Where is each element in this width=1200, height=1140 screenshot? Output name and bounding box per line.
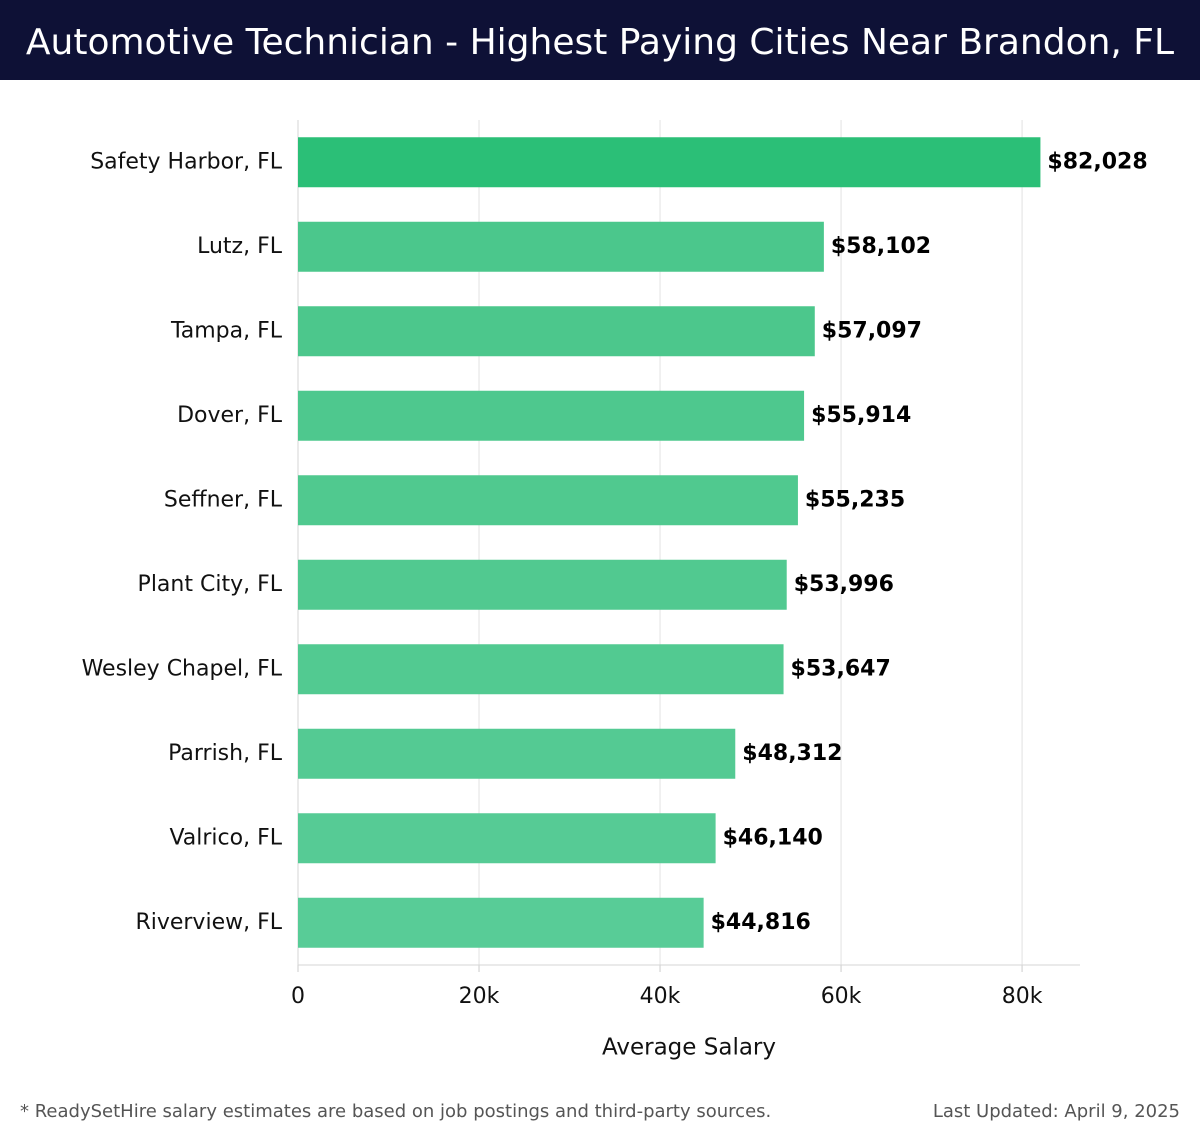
category-label: Valrico, FL	[169, 825, 282, 850]
bar	[298, 137, 1041, 188]
category-label: Plant City, FL	[138, 572, 283, 597]
value-label: $55,235	[805, 487, 905, 512]
x-tick-label: 20k	[459, 984, 500, 1009]
category-label: Seffner, FL	[164, 487, 283, 512]
footnote: * ReadySetHire salary estimates are base…	[20, 1101, 771, 1122]
value-label: $48,312	[742, 741, 842, 766]
value-label: $53,996	[794, 572, 894, 597]
chart-title: Automotive Technician - Highest Paying C…	[26, 22, 1174, 63]
bar	[298, 897, 704, 948]
category-label: Safety Harbor, FL	[90, 149, 283, 174]
bar	[298, 728, 736, 779]
value-label: $58,102	[831, 234, 931, 259]
category-label: Parrish, FL	[168, 741, 283, 766]
category-label: Tampa, FL	[170, 318, 283, 343]
category-label: Dover, FL	[177, 403, 283, 428]
value-label: $55,914	[811, 403, 911, 428]
value-label: $46,140	[723, 825, 823, 850]
x-tick-label: 40k	[640, 984, 681, 1009]
value-label: $53,647	[791, 656, 891, 681]
x-axis-label: Average Salary	[602, 1035, 776, 1061]
bar	[298, 559, 787, 610]
last-updated: Last Updated: April 9, 2025	[933, 1101, 1180, 1122]
bar	[298, 813, 716, 864]
category-label: Lutz, FL	[197, 234, 283, 259]
value-label: $57,097	[822, 318, 922, 343]
value-label: $44,816	[711, 910, 811, 935]
bar	[298, 644, 784, 695]
header-bar	[0, 0, 1200, 80]
value-label: $82,028	[1047, 149, 1147, 174]
x-tick-label: 80k	[1002, 984, 1043, 1009]
x-tick-label: 0	[291, 984, 305, 1009]
category-label: Riverview, FL	[135, 910, 282, 935]
bar	[298, 390, 805, 441]
bar	[298, 475, 798, 526]
x-tick-label: 60k	[821, 984, 862, 1009]
bar	[298, 221, 824, 272]
bar	[298, 306, 815, 357]
category-label: Wesley Chapel, FL	[82, 656, 283, 681]
